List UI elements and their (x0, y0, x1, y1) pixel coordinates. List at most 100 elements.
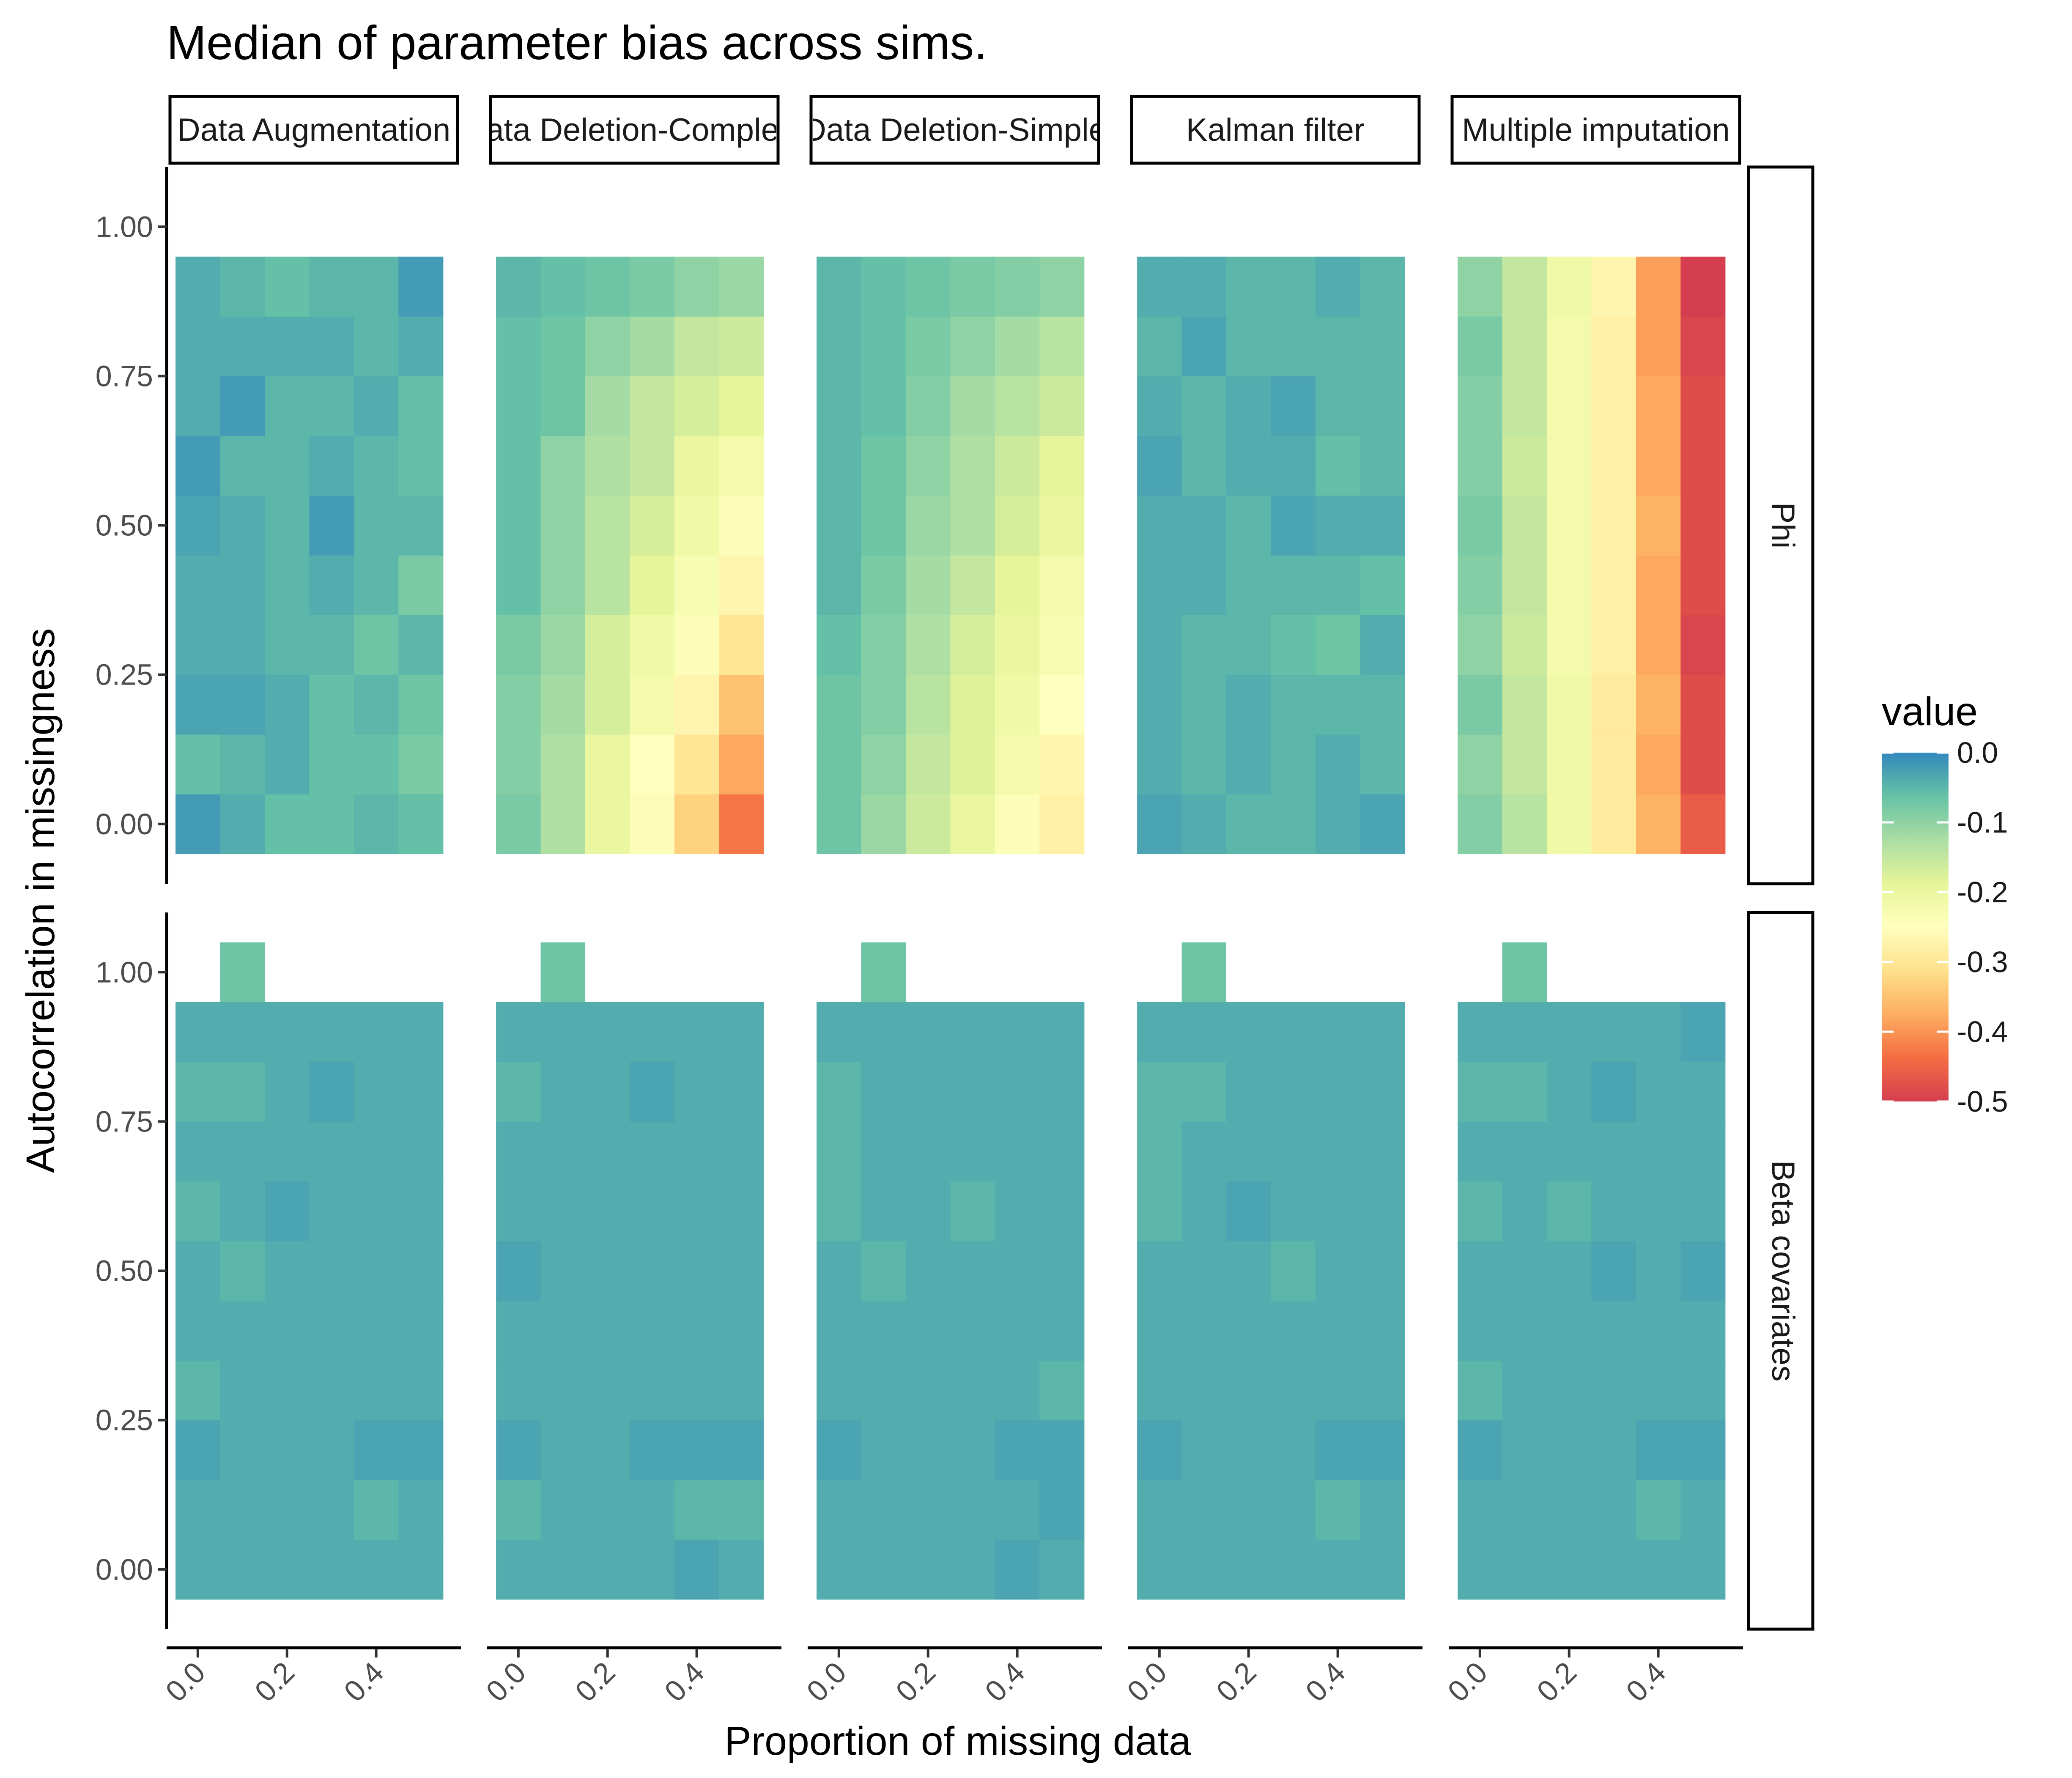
heatmap-cell (265, 615, 310, 675)
heatmap-cell (1547, 376, 1592, 436)
heatmap-cell (1137, 256, 1182, 317)
y-axis-0: 0.00 0.25 0.50 0.75 1.00 (96, 167, 168, 884)
heatmap-cell (1547, 1540, 1592, 1600)
heatmap-cell (220, 942, 265, 1002)
heatmap-cell (496, 436, 541, 496)
heatmap-cell (1315, 316, 1360, 376)
legend-colorbar (1882, 753, 1949, 1101)
heatmap-cell (496, 316, 541, 376)
heatmap-cell (354, 436, 399, 496)
heatmap-cell (1181, 1002, 1227, 1062)
column-strip-box (489, 95, 780, 165)
heatmap-cell (906, 674, 951, 735)
heatmap-cell (398, 1420, 444, 1480)
heatmap-cell (817, 495, 862, 556)
heatmap-cell (1591, 436, 1636, 496)
heatmap-cell (1181, 376, 1227, 436)
heatmap-cell (1458, 1241, 1503, 1301)
y-tick-label: 0.50 (96, 1255, 153, 1288)
heatmap-cell (1636, 1360, 1681, 1421)
heatmap-cell (861, 1301, 906, 1361)
heatmap-cell (906, 1062, 951, 1122)
heatmap-cell (354, 1181, 399, 1241)
heatmap-cell (309, 1002, 354, 1062)
heatmap-cell (220, 256, 265, 317)
heatmap-cell (719, 1002, 764, 1062)
heatmap-cell (175, 1062, 221, 1122)
heatmap-cell (1502, 674, 1547, 735)
heatmap-cell (630, 495, 675, 556)
heatmap-cell (354, 615, 399, 675)
heatmap-cell (496, 1360, 541, 1421)
heatmap-cell (1271, 495, 1316, 556)
heatmap-cell (1181, 1062, 1227, 1122)
heatmap-cell (309, 1479, 354, 1540)
heatmap-cell (1226, 1360, 1272, 1421)
heatmap-cell (354, 376, 399, 436)
column-strip-label: Data Deletion-Complete (463, 112, 806, 148)
chart-title: Median of parameter bias across sims. (167, 16, 987, 69)
heatmap-cell (175, 1301, 221, 1361)
heatmap-cell (950, 1062, 995, 1122)
heatmap-cell (630, 376, 675, 436)
heatmap-cell (719, 1479, 764, 1540)
heatmap-cell (1315, 1181, 1360, 1241)
heatmap-cell (1360, 674, 1405, 735)
legend-tick-label: -0.1 (1957, 806, 2008, 839)
heatmap-cell (1680, 1360, 1726, 1421)
heatmap-cell (950, 495, 995, 556)
heatmap-cell (674, 1181, 719, 1241)
heatmap-cell (1458, 1002, 1503, 1062)
heatmap-cell (1271, 734, 1316, 794)
heatmap-cell (861, 615, 906, 675)
heatmap-cell (1271, 1241, 1316, 1301)
heatmap-cell (950, 555, 995, 615)
heatmap-cell (1181, 1181, 1227, 1241)
heatmap-cell (950, 376, 995, 436)
heatmap-cell (950, 734, 995, 794)
heatmap-cell (1458, 1420, 1503, 1480)
heatmap-cell (398, 734, 444, 794)
heatmap-cell (220, 1540, 265, 1600)
heatmap-cell (1502, 794, 1547, 854)
heatmap-cell (630, 1062, 675, 1122)
heatmap-cell (220, 1062, 265, 1122)
heatmap-cell (1502, 942, 1547, 1002)
column-strip-label: Multiple imputation (1462, 112, 1730, 148)
heatmap-cell (1181, 1301, 1227, 1361)
heatmap-cell (1360, 1062, 1405, 1122)
heatmap-cell (1271, 1360, 1316, 1421)
heatmap-cell (1360, 794, 1405, 854)
heatmap-cell (265, 674, 310, 735)
panel-1-0 (175, 942, 444, 1600)
heatmap-cell (995, 1420, 1040, 1480)
column-strip-label: Data Augmentation (177, 112, 450, 148)
heatmap-cell (861, 942, 906, 1002)
heatmap-cell (861, 1181, 906, 1241)
heatmap-cell (398, 316, 444, 376)
column-strip-0: Data Augmentation (168, 95, 459, 165)
heatmap-cell (1271, 1181, 1316, 1241)
heatmap-cell (1591, 1420, 1636, 1480)
heatmap-cell (817, 376, 862, 436)
heatmap-cell (585, 1002, 630, 1062)
heatmap-cell (1502, 1241, 1547, 1301)
heatmap-cell (719, 674, 764, 735)
heatmap-cell (1502, 495, 1547, 556)
heatmap-cell (220, 376, 265, 436)
heatmap-cell (1271, 674, 1316, 735)
heatmap-cell (817, 674, 862, 735)
heatmap-cell (175, 1241, 221, 1301)
heatmap-cell (1591, 734, 1636, 794)
heatmap-cell (1458, 674, 1503, 735)
heatmap-cell (585, 794, 630, 854)
heatmap-cell (540, 674, 586, 735)
heatmap-cell (1181, 1360, 1227, 1421)
heatmap-cell (861, 256, 906, 317)
heatmap-cell (1680, 1062, 1726, 1122)
heatmap-cell (220, 436, 265, 496)
heatmap-cell (1502, 1479, 1547, 1540)
heatmap-cell (950, 256, 995, 317)
heatmap-cell (906, 376, 951, 436)
